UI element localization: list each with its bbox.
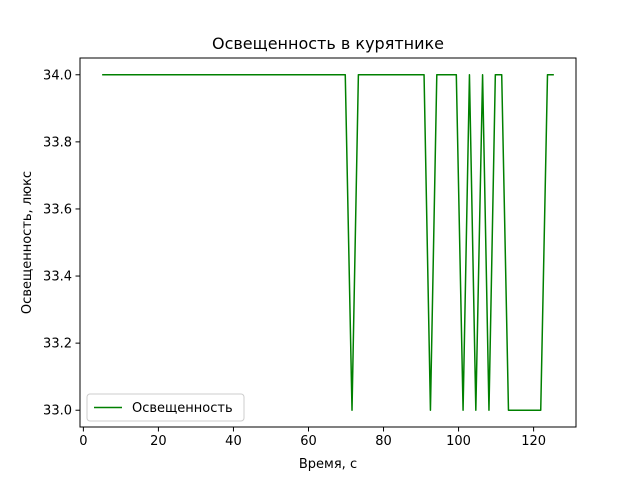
x-tick-label: 0: [79, 434, 87, 449]
chart-title: Освещенность в курятнике: [212, 34, 444, 53]
x-tick-label: 20: [150, 434, 167, 449]
legend: Освещенность: [87, 394, 244, 421]
y-tick-label: 33.0: [43, 404, 72, 419]
legend-label: Освещенность: [132, 401, 233, 416]
x-tick-label: 100: [446, 434, 471, 449]
x-tick-label: 60: [300, 434, 317, 449]
x-tick-label: 80: [375, 434, 392, 449]
x-tick-label: 40: [225, 434, 242, 449]
plot-area: [80, 58, 576, 427]
x-tick-label: 120: [521, 434, 546, 449]
y-axis-label: Освещенность, люкс: [20, 171, 35, 314]
y-tick-label: 34.0: [43, 68, 72, 83]
y-tick-label: 33.2: [43, 337, 72, 352]
y-tick-label: 33.4: [43, 270, 72, 285]
y-tick-label: 33.6: [43, 202, 72, 217]
x-axis-label: Время, с: [299, 457, 357, 472]
y-tick-label: 33.8: [43, 135, 72, 150]
